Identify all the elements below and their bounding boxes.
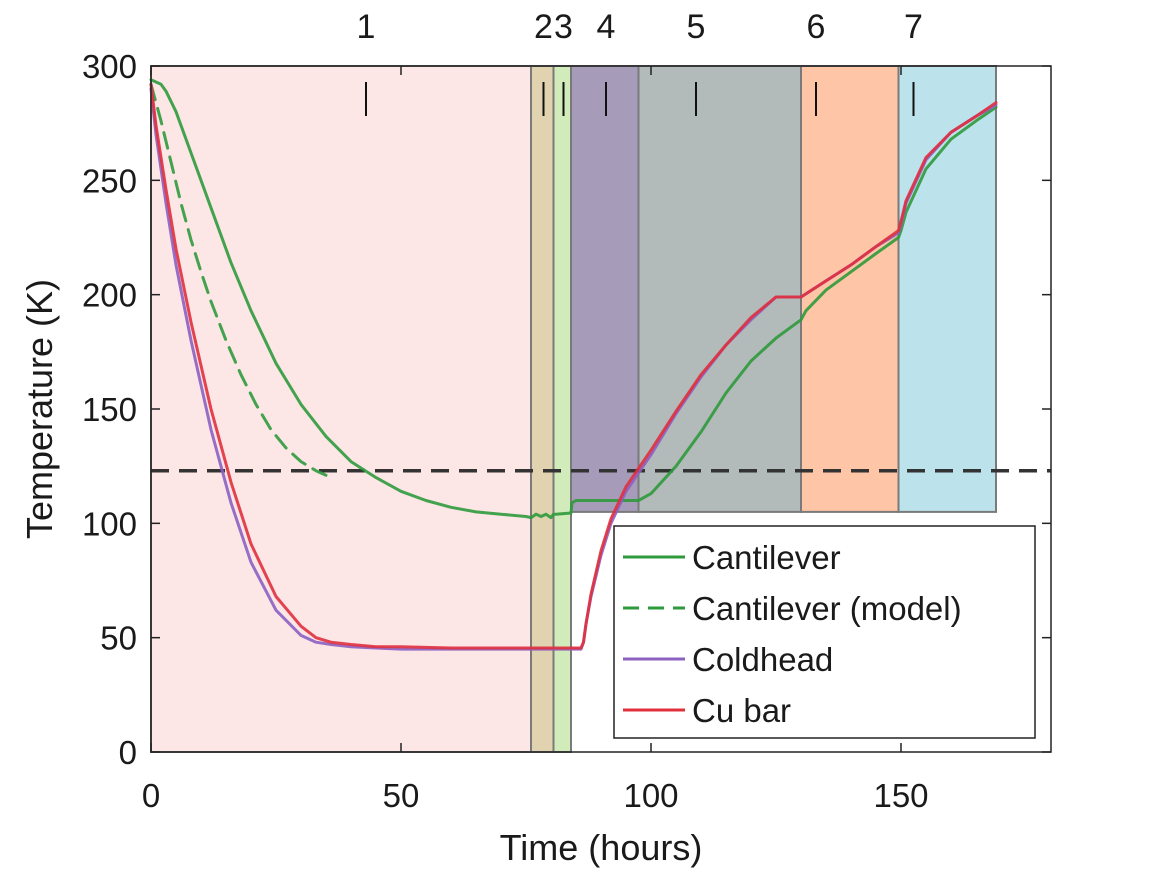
x-axis-title: Time (hours) [500, 827, 703, 868]
legend-label: Coldhead [692, 641, 833, 678]
x-tick-label: 50 [383, 777, 420, 814]
x-tick-label: 0 [142, 777, 160, 814]
region-6-band [800, 65, 900, 513]
region-4-band [570, 65, 640, 513]
y-tick-label: 200 [82, 277, 137, 314]
y-tick-label: 50 [100, 620, 137, 657]
legend-label: Cantilever (model) [692, 590, 962, 627]
legend-box [613, 525, 1036, 739]
region-5-label: 5 [687, 8, 706, 46]
data-series [149, 78, 998, 651]
x-tick-label: 150 [873, 777, 928, 814]
y-tick-label: 0 [119, 734, 137, 771]
region-1-label: 1 [357, 8, 376, 46]
x-tick-label: 100 [623, 777, 678, 814]
legend-label: Cu bar [692, 692, 791, 729]
series-cantilever-line [149, 78, 998, 520]
y-axis-title: Temperature (K) [19, 279, 60, 539]
region-2-label: 2 [534, 8, 553, 46]
y-tick-label: 100 [82, 505, 137, 542]
region-4-label: 4 [597, 8, 616, 46]
shaded-regions [150, 65, 997, 753]
series-cu-bar-line [149, 82, 998, 650]
region-7-label: 7 [904, 8, 923, 46]
y-tick-label: 300 [82, 48, 137, 85]
legend: Cantilever Cantilever (model) Coldhead Cu b… [613, 525, 1036, 739]
region-5-band [637, 65, 802, 513]
axis-ticks: 0 50 100 150 0 50 100 150 200 250 300 [82, 48, 1051, 814]
y-tick-label: 150 [82, 391, 137, 428]
region-3-label: 3 [554, 8, 573, 46]
region-1-band [150, 65, 532, 753]
region-6-label: 6 [807, 8, 826, 46]
region-7-band [897, 65, 997, 513]
series-cantilever-model-line [149, 82, 328, 477]
legend-label: Cantilever [692, 539, 841, 576]
y-tick-label: 250 [82, 162, 137, 199]
